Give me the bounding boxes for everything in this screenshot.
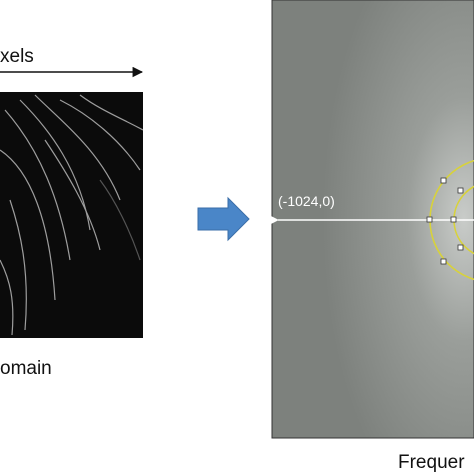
frequency-image bbox=[269, 0, 474, 439]
transform-arrow bbox=[197, 196, 250, 242]
caption: omain bbox=[0, 358, 52, 379]
coordinate-label: (-1024,0) bbox=[278, 193, 335, 209]
spatial-image bbox=[0, 92, 144, 338]
axis-label: xels bbox=[0, 46, 34, 67]
caption: Frequer bbox=[398, 452, 465, 473]
